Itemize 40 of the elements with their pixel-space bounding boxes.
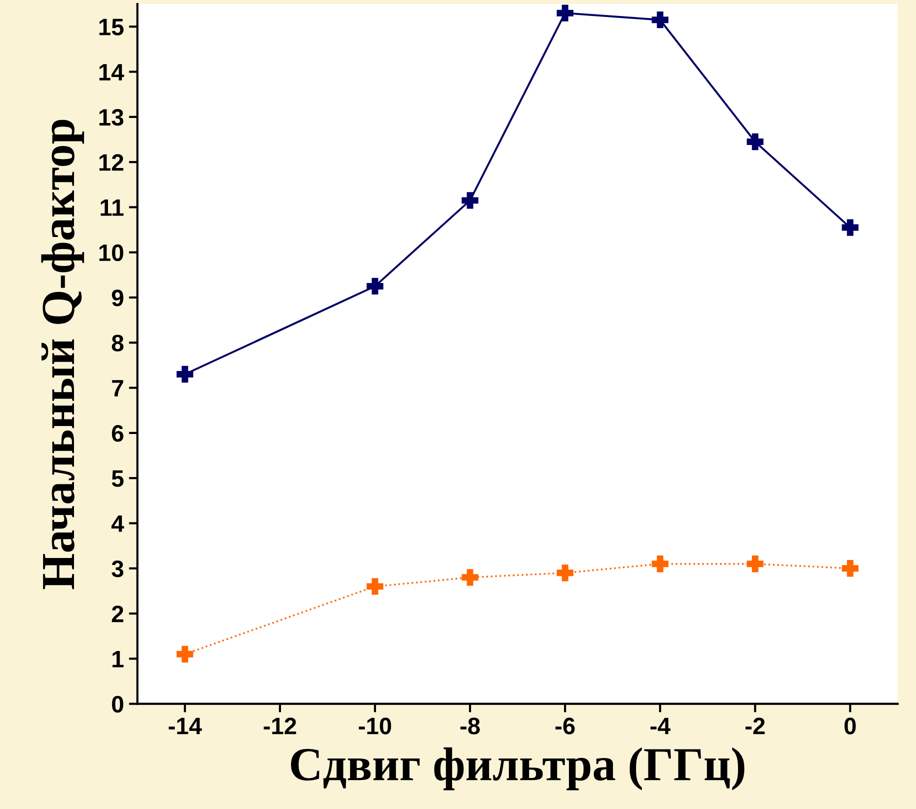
y-tick-label: 13 (99, 108, 124, 126)
point (462, 569, 478, 586)
point (556, 4, 574, 22)
y-tick-label: 2 (112, 606, 124, 622)
point (652, 12, 668, 28)
x-tick-label: 0 (844, 718, 856, 734)
point (176, 366, 194, 383)
point (556, 564, 574, 582)
x-tick-label: -6 (555, 718, 575, 734)
y-tick-label: 8 (112, 334, 124, 352)
x-tick-label: -14 (168, 718, 202, 734)
x-tick-label: -8 (460, 718, 480, 734)
y-tick-label: 9 (112, 290, 124, 306)
point (746, 133, 764, 150)
y-tick-label: 7 (112, 380, 124, 396)
y-tick-label: 11 (100, 200, 124, 216)
x-tick-label: -2 (746, 718, 765, 734)
x-tick-label: -10 (358, 718, 392, 734)
point (366, 278, 384, 295)
point (746, 556, 764, 572)
point (842, 560, 858, 577)
y-tick-label: 1 (112, 650, 124, 668)
y-tick-label: 3 (112, 560, 124, 578)
x-tick-label: -4 (650, 718, 670, 734)
y-tick-label: 15 (99, 18, 124, 36)
x-tick-label: -12 (264, 718, 296, 734)
point (176, 646, 194, 662)
y-tick-label: 4 (111, 516, 124, 532)
point (652, 556, 668, 572)
point (462, 192, 478, 209)
y-tick-label: 5 (112, 470, 124, 487)
point (366, 578, 384, 595)
y-tick-label: 10 (99, 244, 124, 262)
x-axis-title: Сдвиг фильтра (ГГц) (290, 747, 744, 790)
y-tick-label: 12 (99, 154, 124, 171)
y-tick-label: 6 (112, 425, 124, 442)
point (842, 219, 858, 236)
y-tick-label: 14 (99, 64, 124, 80)
y-axis-title: Начальный Q-фактор (41, 120, 84, 590)
y-tick-label: 0 (112, 696, 124, 713)
